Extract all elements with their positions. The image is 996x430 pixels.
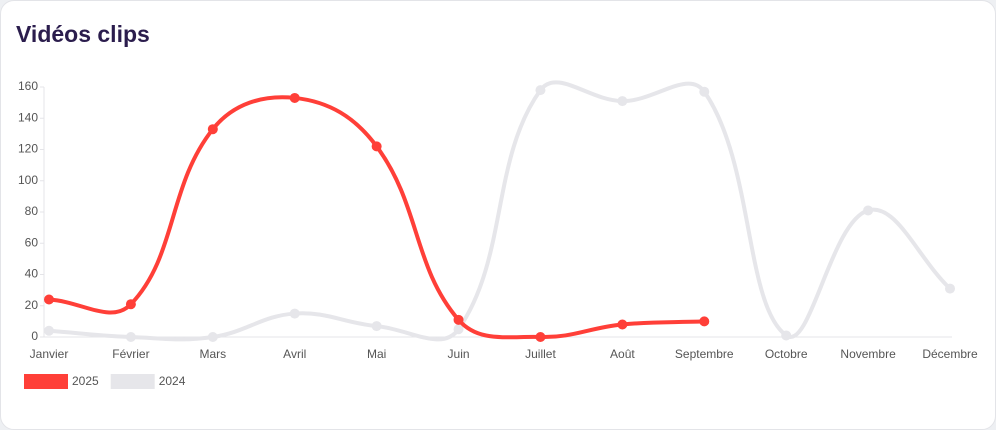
- data-point: [453, 324, 464, 335]
- series-line: [47, 80, 952, 342]
- legend-label: 2025: [72, 374, 99, 388]
- x-tick-label: Mai: [367, 347, 386, 361]
- y-tick-label: 100: [18, 173, 38, 187]
- legend-swatch: [110, 374, 155, 389]
- x-tick-label: Mars: [199, 347, 226, 361]
- y-tick-label: 60: [25, 235, 39, 249]
- x-tick-label: Octobre: [765, 347, 808, 361]
- data-point: [371, 321, 382, 332]
- data-point: [617, 96, 628, 107]
- chart-title: Vidéos clips: [16, 21, 150, 47]
- data-point: [207, 332, 218, 342]
- y-tick-label: 0: [31, 329, 38, 343]
- data-point: [44, 325, 54, 336]
- y-tick-label: 40: [25, 267, 39, 281]
- data-point: [617, 319, 628, 330]
- y-tick-label: 20: [25, 298, 39, 312]
- data-point: [44, 294, 54, 305]
- x-tick-label: Avril: [283, 347, 306, 361]
- x-tick-label: Août: [610, 347, 635, 361]
- data-point: [125, 299, 136, 310]
- legend-label: 2024: [159, 374, 186, 388]
- data-point: [535, 332, 546, 342]
- data-point: [863, 205, 874, 216]
- data-point: [289, 92, 300, 103]
- y-tick-label: 120: [18, 142, 38, 156]
- series-line: [47, 95, 707, 340]
- x-tick-label: Septembre: [675, 347, 734, 361]
- x-tick-label: Février: [112, 347, 149, 361]
- y-tick-label: 80: [25, 204, 39, 218]
- data-point: [371, 141, 382, 152]
- data-point: [781, 330, 792, 341]
- y-tick-label: 160: [18, 79, 38, 93]
- data-point: [207, 124, 218, 135]
- legend-swatch: [24, 374, 68, 389]
- data-point: [453, 314, 464, 325]
- data-point: [535, 85, 546, 96]
- x-tick-label: Décembre: [922, 347, 978, 361]
- x-tick-label: Novembre: [840, 347, 896, 361]
- x-tick-label: Juin: [448, 347, 470, 361]
- data-point: [699, 86, 710, 97]
- x-tick-label: Janvier: [30, 347, 69, 361]
- y-tick-label: 140: [18, 110, 38, 124]
- data-point: [289, 308, 300, 319]
- data-point: [125, 332, 136, 342]
- data-point: [945, 283, 955, 294]
- data-point: [699, 316, 710, 327]
- x-tick-label: Juillet: [525, 347, 556, 361]
